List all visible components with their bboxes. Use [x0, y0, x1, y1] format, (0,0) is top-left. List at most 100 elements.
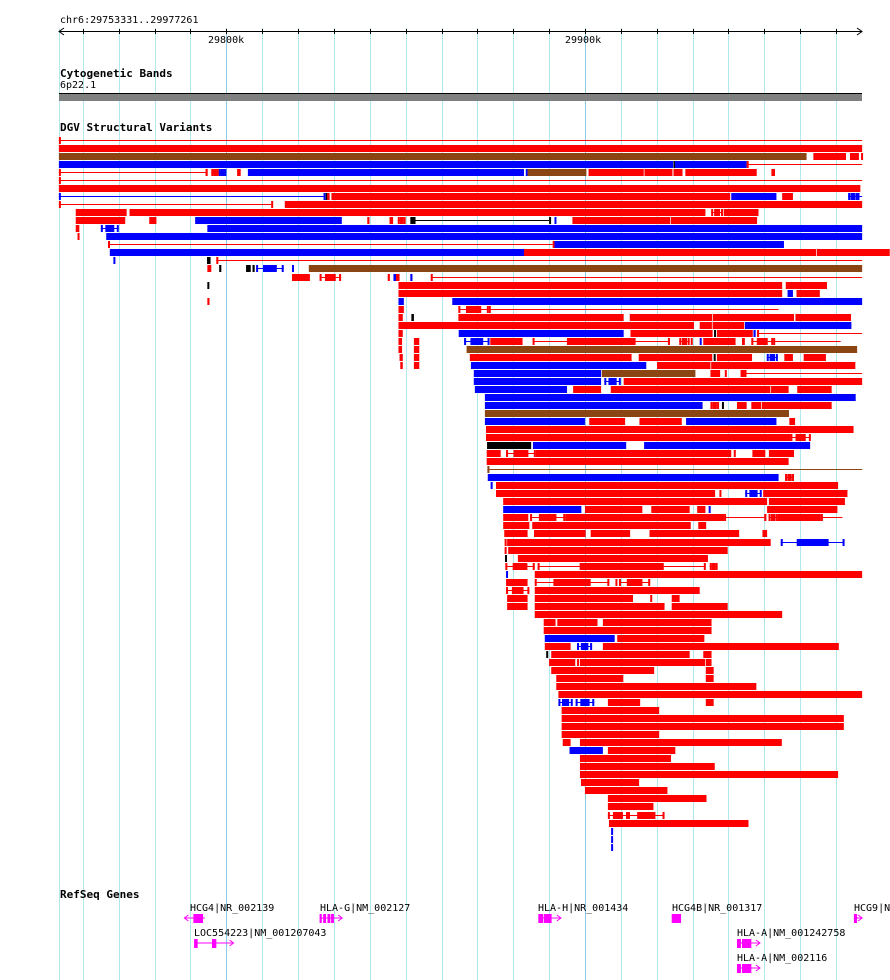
variant-row	[77, 233, 863, 240]
variant-loss	[523, 249, 817, 256]
gene-label[interactable]: HCG9|NR_	[854, 903, 890, 914]
ruler-left-arrow-icon	[58, 27, 65, 36]
variant-loss	[566, 338, 636, 345]
variant-loss	[207, 298, 210, 305]
variant-loss	[485, 434, 791, 441]
variant-loss	[710, 370, 721, 377]
gene-exon	[543, 914, 552, 923]
variant-gain	[58, 161, 674, 168]
variant-loss	[761, 402, 832, 409]
gene-label[interactable]: HCG4|NR_002139	[190, 903, 275, 914]
variant-loss	[534, 595, 633, 602]
variant-row	[608, 820, 749, 827]
variant-loss	[149, 217, 157, 224]
strand-arrow-right-icon	[229, 939, 235, 947]
variant-loss-end	[792, 474, 795, 481]
variant-row	[484, 394, 856, 401]
variant-row	[58, 161, 863, 168]
variant-gain	[644, 442, 811, 449]
variant-loss-end	[808, 434, 811, 441]
variant-loss	[650, 595, 653, 602]
variant-gain	[291, 265, 294, 272]
gene-label[interactable]: HCG4B|NR_001317	[672, 903, 763, 914]
variant-loss	[723, 209, 759, 216]
variant-loss	[657, 362, 711, 369]
ruler-tick-label-29800k: 29800k	[208, 35, 245, 46]
variant-loss	[395, 274, 400, 281]
variant-gain	[561, 699, 570, 706]
gene-label[interactable]: LOC554223|NM_001207043	[194, 928, 327, 939]
gene-exon	[742, 939, 752, 948]
ruler	[58, 27, 863, 36]
variant-gain	[473, 378, 602, 385]
variant-loss	[572, 217, 671, 224]
gene-label[interactable]: HLA-A|NM_001242758	[737, 928, 846, 939]
variant-row	[487, 474, 795, 481]
variant-gain-end	[775, 354, 778, 361]
strand-arrow-right-icon	[755, 939, 761, 947]
variant-loss	[534, 571, 863, 578]
variant-loss	[399, 217, 404, 224]
variant-loss	[490, 338, 523, 345]
variant-row	[58, 193, 863, 200]
variant-loss	[785, 282, 827, 289]
variant-row	[113, 257, 863, 264]
variant-loss	[590, 530, 631, 537]
variant-loss	[589, 418, 626, 425]
variant-gain	[393, 274, 396, 281]
refseq-track-title[interactable]: RefSeq Genes	[60, 888, 140, 901]
variant-row	[505, 563, 718, 570]
variant-loss	[719, 490, 722, 497]
variant-gain-end	[759, 490, 762, 497]
variant-loss	[681, 338, 688, 345]
gene-hla-g	[319, 914, 344, 923]
variant-loss	[561, 715, 844, 722]
variant-loss	[579, 771, 839, 778]
gene-label[interactable]: HLA-A|NM_002116	[737, 953, 828, 964]
variant-loss-end	[108, 241, 111, 248]
variant-gain-end	[618, 378, 621, 385]
gene-label[interactable]: HLA-H|NR_001434	[538, 903, 629, 914]
variant-other	[487, 442, 532, 449]
variant-loss	[486, 458, 789, 465]
variant-gain-end	[116, 225, 119, 232]
range-label: chr6:29753331..29977261	[60, 15, 199, 26]
gene-label[interactable]: HLA-G|NM_002127	[320, 903, 411, 914]
variant-loss-end	[703, 563, 706, 570]
variant-loss	[517, 555, 708, 562]
variant-loss-end	[771, 338, 774, 345]
variant-loss	[705, 667, 714, 674]
cytoband-track-title[interactable]: Cytogenetic Bands	[60, 67, 173, 80]
variant-loss	[504, 530, 528, 537]
variant-loss	[849, 153, 859, 160]
variant-loss	[712, 402, 717, 409]
variant-loss	[534, 603, 665, 610]
ruler-tick-label-29900k: 29900k	[565, 35, 602, 46]
variant-loss	[504, 539, 507, 546]
variant-loss	[584, 787, 668, 794]
variant-row	[581, 779, 640, 786]
variant-row	[506, 579, 651, 586]
variant-loss	[607, 803, 654, 810]
variant-gain-end	[570, 699, 573, 706]
variant-loss	[638, 354, 713, 361]
dgv-track-title[interactable]: DGV Structural Variants	[60, 121, 213, 134]
variant-row	[561, 707, 660, 714]
variant-loss	[469, 354, 632, 361]
cytoband-label: 6p22.1	[60, 80, 97, 91]
variant-loss	[690, 338, 693, 345]
variant-gain	[544, 635, 615, 642]
variant-gain	[674, 161, 747, 168]
variant-other	[549, 217, 552, 224]
variant-loss	[777, 514, 821, 521]
variant-gain	[247, 169, 524, 176]
ruler-right-arrow-icon	[856, 27, 863, 36]
variant-loss-end	[757, 330, 760, 337]
variant-loss	[284, 201, 863, 208]
variant-row	[584, 787, 668, 794]
variant-gain	[506, 571, 509, 578]
variant-gain-end	[855, 193, 858, 200]
gene-hcg4b	[671, 914, 682, 923]
variant-gain	[554, 241, 784, 248]
variant-loss	[557, 619, 598, 626]
